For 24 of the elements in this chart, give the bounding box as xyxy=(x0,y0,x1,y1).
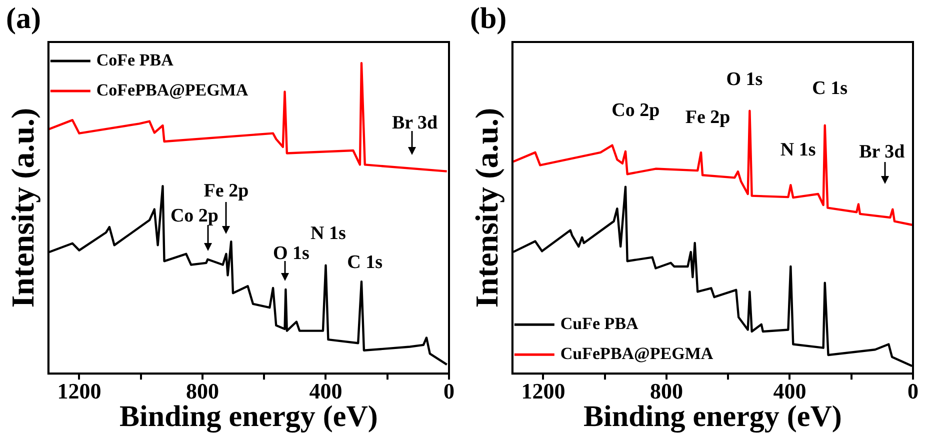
y-axis-title: Intensity (a.u.) xyxy=(4,108,40,308)
annotation: O 1s xyxy=(273,242,310,264)
text: C 1s xyxy=(812,78,848,100)
annotation: Br 3d xyxy=(859,141,906,162)
text: O 1s xyxy=(726,68,763,90)
annotation: N 1s xyxy=(310,223,346,244)
chart-title: (b) xyxy=(470,2,507,35)
y-axis-title: Intensity (a.u.) xyxy=(468,108,504,308)
annotation: C 1s xyxy=(347,252,383,273)
annotation: N 1s xyxy=(780,140,816,161)
x-tick-label: 1200 xyxy=(57,378,102,404)
legend-label: CuFe PBA xyxy=(560,314,640,333)
annotation: Co 2p xyxy=(170,205,218,226)
annotation: Fe 2p xyxy=(685,106,730,128)
legend-label: CoFePBA@PEGMA xyxy=(96,80,249,100)
legend-label: CuFePBA@PEGMA xyxy=(560,344,714,363)
legend-label: CoFe PBA xyxy=(96,50,174,70)
x-tick-label: 0 xyxy=(908,378,918,404)
x-tick-label: 0 xyxy=(444,378,454,404)
x-tick-label: 1200 xyxy=(521,378,566,404)
chart-title: (a) xyxy=(6,2,41,35)
annotation: Br 3d xyxy=(392,112,438,134)
annotation: Fe 2p xyxy=(204,180,249,202)
annotation: Co 2p xyxy=(612,100,660,121)
